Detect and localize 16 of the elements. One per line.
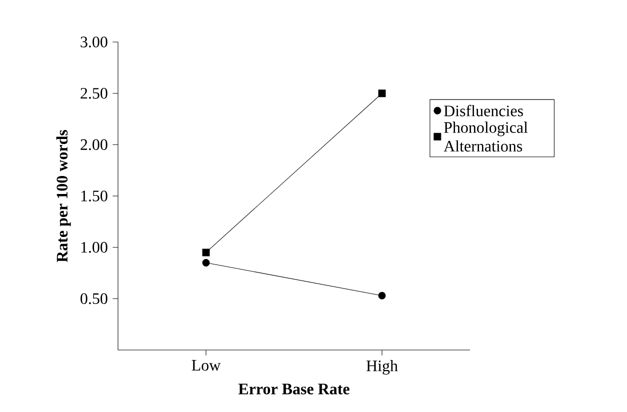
y-tick-label: 1.00: [81, 242, 108, 253]
x-tick-label: High: [366, 360, 398, 375]
x-axis-title: Error Base Rate: [238, 384, 350, 394]
point: [202, 248, 210, 256]
y-tick-label: 2.50: [80, 88, 108, 99]
point: [202, 258, 210, 266]
point: [378, 90, 386, 98]
y-axis-title: Rate per 100 words: [56, 130, 71, 262]
y-tick-label: 3.00: [80, 36, 108, 48]
legend-label: Phonological Alternations: [444, 122, 528, 152]
y-tick-label: 1.50: [81, 190, 108, 202]
point: [378, 292, 386, 300]
legend-label: Disfluencies: [444, 104, 523, 116]
y-tick-label: 2.00: [80, 139, 108, 150]
y-tick-label: 0.50: [80, 293, 108, 304]
x-tick-label: Low: [192, 360, 221, 371]
